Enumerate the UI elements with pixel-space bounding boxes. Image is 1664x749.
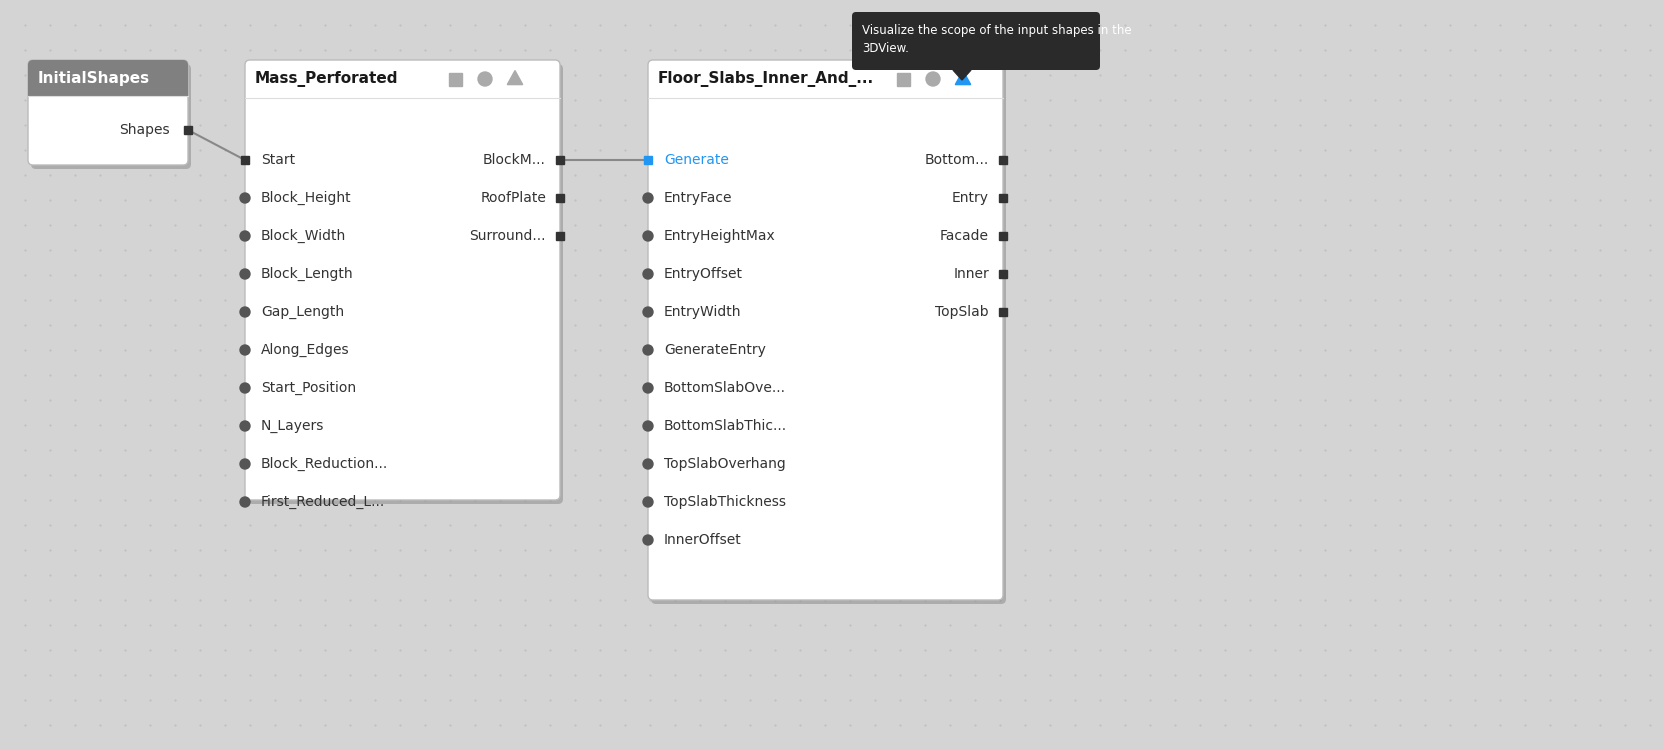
Circle shape: [240, 497, 250, 507]
Text: TopSlab: TopSlab: [935, 305, 988, 319]
Text: Block_Reduction...: Block_Reduction...: [261, 457, 388, 471]
Text: N_Layers: N_Layers: [261, 419, 324, 433]
Bar: [998, 156, 1007, 164]
Bar: [556, 194, 564, 202]
Bar: [449, 73, 461, 85]
Text: Block_Length: Block_Length: [261, 267, 354, 281]
Text: Generate: Generate: [664, 153, 729, 167]
Circle shape: [642, 345, 652, 355]
Text: EntryOffset: EntryOffset: [664, 267, 744, 281]
Text: Entry: Entry: [952, 191, 988, 205]
Circle shape: [240, 345, 250, 355]
Bar: [998, 270, 1007, 278]
Text: EntryHeightMax: EntryHeightMax: [664, 229, 775, 243]
Bar: [185, 126, 191, 134]
Circle shape: [240, 421, 250, 431]
Text: GenerateEntry: GenerateEntry: [664, 343, 765, 357]
Text: TopSlabOverhang: TopSlabOverhang: [664, 457, 785, 471]
Text: EntryFace: EntryFace: [664, 191, 732, 205]
Circle shape: [642, 459, 652, 469]
Bar: [28, 78, 188, 96]
FancyBboxPatch shape: [28, 60, 188, 165]
FancyBboxPatch shape: [651, 64, 1007, 604]
Circle shape: [478, 72, 493, 86]
Circle shape: [240, 231, 250, 241]
Text: Start: Start: [261, 153, 295, 167]
Circle shape: [642, 269, 652, 279]
Text: Floor_Slabs_Inner_And_...: Floor_Slabs_Inner_And_...: [657, 71, 874, 87]
FancyBboxPatch shape: [852, 12, 1100, 70]
Circle shape: [925, 72, 940, 86]
Bar: [644, 156, 652, 164]
Text: TopSlabThickness: TopSlabThickness: [664, 495, 785, 509]
Bar: [998, 232, 1007, 240]
Circle shape: [642, 535, 652, 545]
Bar: [897, 73, 910, 85]
Bar: [556, 232, 564, 240]
Text: RoofPlate: RoofPlate: [481, 191, 546, 205]
Text: 3DView.: 3DView.: [862, 42, 909, 55]
Text: Block_Width: Block_Width: [261, 229, 346, 243]
Circle shape: [642, 383, 652, 393]
Text: First_Reduced_L...: First_Reduced_L...: [261, 495, 386, 509]
Text: Surround...: Surround...: [469, 229, 546, 243]
FancyBboxPatch shape: [248, 64, 562, 504]
Circle shape: [240, 193, 250, 203]
FancyBboxPatch shape: [32, 64, 191, 169]
Text: Along_Edges: Along_Edges: [261, 343, 349, 357]
Text: Facade: Facade: [940, 229, 988, 243]
Polygon shape: [955, 70, 970, 85]
Bar: [556, 156, 564, 164]
Bar: [998, 194, 1007, 202]
FancyBboxPatch shape: [28, 60, 188, 96]
Circle shape: [642, 231, 652, 241]
Circle shape: [240, 269, 250, 279]
Text: InitialShapes: InitialShapes: [38, 70, 150, 85]
Circle shape: [642, 307, 652, 317]
Text: Bottom...: Bottom...: [925, 153, 988, 167]
Text: EntryWidth: EntryWidth: [664, 305, 742, 319]
Circle shape: [642, 421, 652, 431]
Circle shape: [240, 383, 250, 393]
Text: Block_Height: Block_Height: [261, 191, 351, 205]
Polygon shape: [508, 70, 522, 85]
Text: Shapes: Shapes: [120, 123, 170, 137]
Text: InnerOffset: InnerOffset: [664, 533, 742, 547]
Text: Visualize the scope of the input shapes in the: Visualize the scope of the input shapes …: [862, 24, 1132, 37]
Polygon shape: [953, 70, 972, 80]
Text: Start_Position: Start_Position: [261, 381, 356, 395]
FancyBboxPatch shape: [245, 60, 561, 500]
Circle shape: [240, 307, 250, 317]
Text: BottomSlabThic...: BottomSlabThic...: [664, 419, 787, 433]
Text: Inner: Inner: [953, 267, 988, 281]
Bar: [998, 308, 1007, 316]
FancyBboxPatch shape: [647, 60, 1003, 600]
Text: BlockM...: BlockM...: [483, 153, 546, 167]
Circle shape: [642, 193, 652, 203]
Text: Mass_Perforated: Mass_Perforated: [255, 71, 398, 87]
Circle shape: [642, 497, 652, 507]
Text: BottomSlabOve...: BottomSlabOve...: [664, 381, 785, 395]
Bar: [241, 156, 250, 164]
Circle shape: [240, 459, 250, 469]
Text: Gap_Length: Gap_Length: [261, 305, 344, 319]
